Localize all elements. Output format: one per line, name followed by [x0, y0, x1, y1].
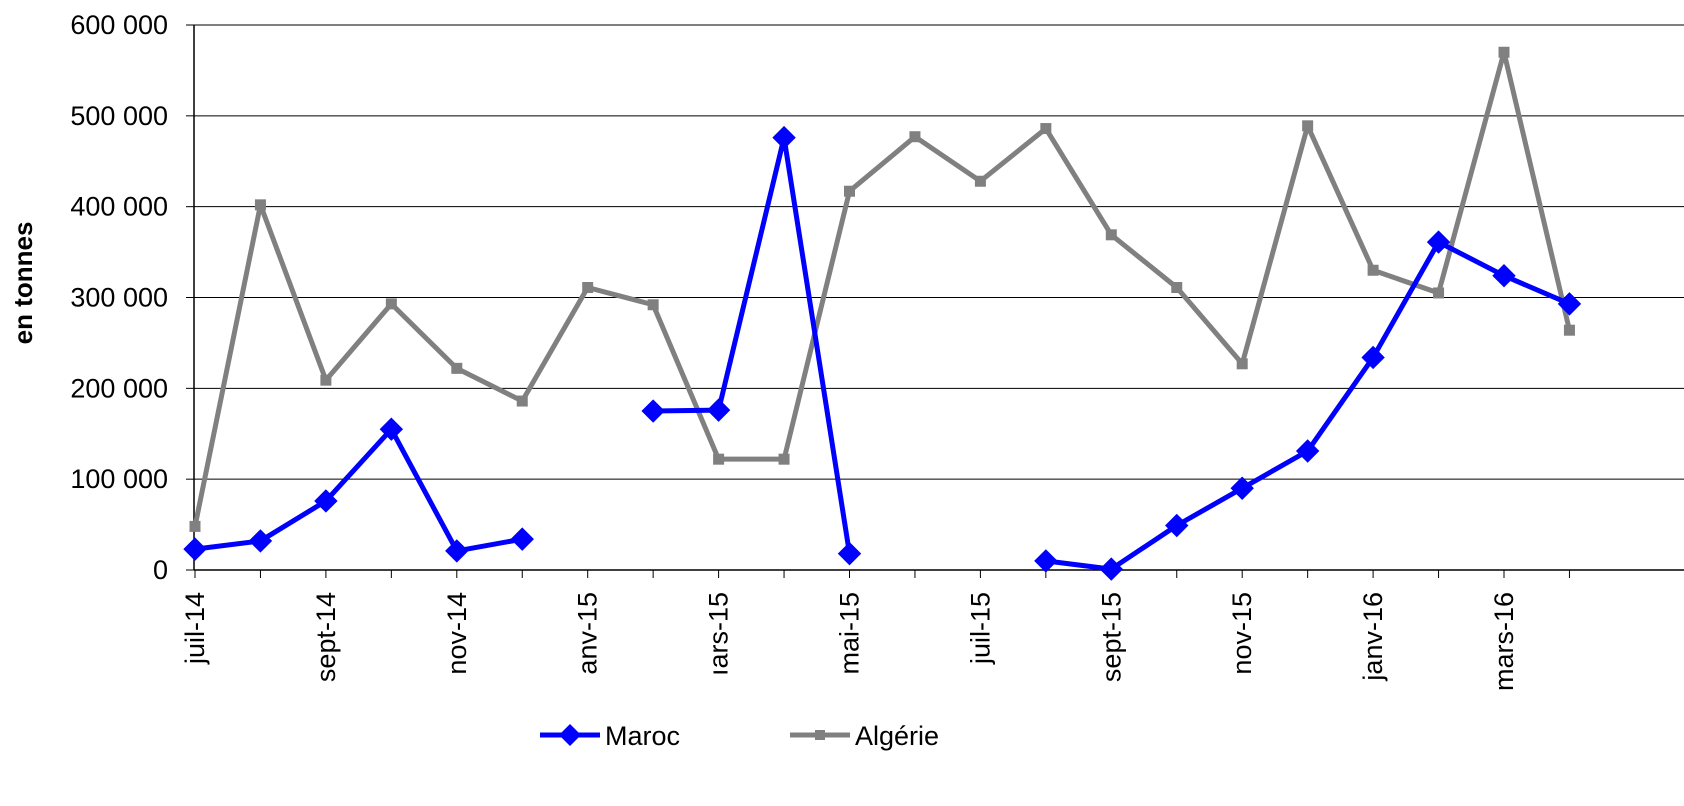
x-tick-label: juil-14 — [180, 592, 210, 665]
data-point — [451, 362, 463, 374]
x-tick-label: ıars-15 — [704, 592, 734, 676]
data-point — [314, 489, 338, 513]
data-point — [1034, 549, 1058, 573]
data-point — [1367, 264, 1379, 276]
data-point — [1557, 292, 1582, 316]
data-point — [516, 395, 528, 407]
data-point — [778, 453, 790, 465]
data-point — [974, 175, 986, 187]
data-point — [1236, 358, 1248, 370]
series-line — [1045, 239, 1571, 572]
data-point — [706, 398, 731, 422]
x-tick-label: nov-14 — [442, 592, 472, 675]
data-point — [1295, 439, 1320, 463]
data-point — [1040, 123, 1052, 135]
data-point — [379, 417, 404, 441]
y-tick-label: 600 000 — [70, 10, 168, 40]
legend-item-alg-rie: Algérie — [790, 721, 939, 751]
data-point — [1426, 230, 1451, 254]
y-axis-ticks: 0 100 000 200 000 300 000 400 000 500 000 600 … — [70, 10, 194, 585]
legend-swatch-marker — [559, 724, 581, 746]
x-tick-label: janv-16 — [1358, 592, 1388, 682]
series-maroc — [183, 125, 1582, 581]
data-point — [582, 282, 594, 294]
data-point — [713, 453, 725, 465]
series-layer — [183, 46, 1582, 581]
data-point — [183, 537, 207, 561]
legend-label: Maroc — [605, 721, 680, 751]
y-tick-label: 400 000 — [70, 192, 168, 222]
data-point — [1230, 476, 1254, 500]
series-line — [653, 135, 852, 555]
data-point — [189, 520, 201, 532]
x-tick-label: anv-15 — [573, 592, 603, 675]
x-tick-label: sept-15 — [1096, 592, 1126, 682]
legend: Maroc Algérie — [540, 721, 939, 751]
x-tick-label: juil-15 — [965, 592, 995, 665]
data-point — [320, 374, 332, 386]
y-axis-label: en tonnes — [8, 222, 38, 345]
data-point — [1498, 46, 1510, 58]
data-point — [772, 125, 796, 150]
data-point — [1563, 324, 1575, 336]
data-point — [1165, 513, 1189, 538]
data-point — [844, 185, 855, 197]
data-point — [837, 541, 862, 566]
y-tick-label: 500 000 — [70, 101, 168, 131]
data-point — [641, 399, 665, 423]
data-point — [1361, 345, 1385, 370]
legend-swatch-marker — [815, 730, 825, 740]
x-axis-ticks: juil-14 sept-14 nov-14 anv-15 ıars-15 mai-15 j… — [180, 570, 1570, 691]
y-tick-label: 100 000 — [70, 464, 168, 494]
x-tick-label: mai-15 — [835, 592, 865, 675]
legend-item-maroc: Maroc — [540, 721, 680, 751]
legend-label: Algérie — [855, 721, 939, 751]
x-tick-label: mars-16 — [1489, 592, 1519, 691]
data-point — [248, 529, 273, 553]
y-tick-label: 0 — [153, 555, 168, 585]
data-point — [647, 299, 659, 311]
data-point — [254, 199, 266, 211]
x-tick-label: sept-14 — [311, 592, 341, 682]
y-tick-label: 200 000 — [70, 373, 168, 403]
data-point — [1099, 557, 1124, 581]
series-line — [192, 49, 1572, 527]
data-point — [1171, 282, 1183, 294]
data-point — [510, 527, 534, 551]
x-tick-label: nov-15 — [1227, 592, 1257, 675]
data-point — [445, 539, 469, 563]
data-point — [1492, 263, 1516, 288]
y-tick-label: 300 000 — [70, 283, 168, 313]
series-line — [194, 426, 523, 554]
data-point — [1433, 287, 1445, 299]
data-point — [1105, 229, 1117, 241]
gridlines — [194, 24, 1684, 480]
series-alg-rie — [189, 46, 1575, 532]
data-point — [385, 298, 397, 310]
data-point — [1302, 120, 1314, 132]
data-point — [909, 131, 921, 143]
